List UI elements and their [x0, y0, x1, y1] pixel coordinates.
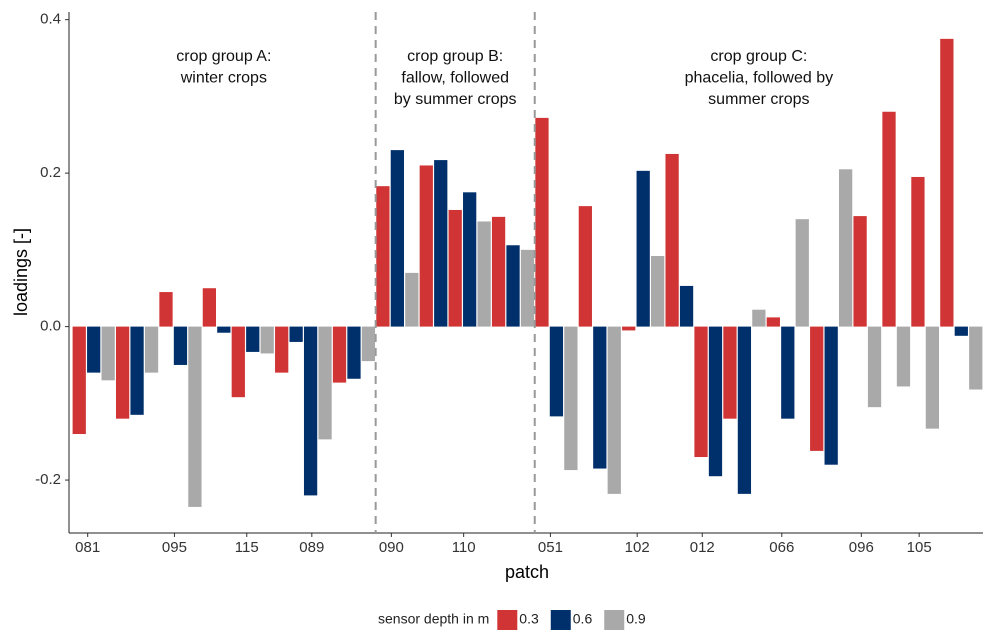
- bar: [752, 309, 766, 327]
- bar: [506, 245, 520, 327]
- bar: [622, 326, 636, 331]
- group-annotation: phacelia, followed by: [685, 70, 834, 87]
- x-tick-label: 051: [538, 539, 563, 556]
- bar: [260, 326, 274, 354]
- bar: [173, 326, 188, 365]
- bar: [535, 117, 549, 327]
- bar: [911, 176, 925, 327]
- x-axis-title: patch: [505, 562, 549, 582]
- legend: sensor depth in m 0.3 0.6 0.9: [378, 610, 646, 630]
- legend-label: 0.9: [626, 611, 646, 627]
- bar: [781, 326, 795, 419]
- bar: [810, 326, 824, 451]
- y-tick-label: -0.2: [35, 471, 61, 488]
- legend-swatch: [497, 610, 518, 630]
- group-annotation: crop group C:: [710, 48, 807, 65]
- bar: [824, 326, 838, 465]
- bar: [434, 160, 448, 327]
- bar: [159, 292, 173, 327]
- group-annotation: winter crops: [180, 70, 267, 87]
- y-tick-label: 0.0: [40, 318, 61, 335]
- bar: [231, 326, 245, 398]
- bar: [318, 326, 332, 440]
- bar: [651, 256, 665, 327]
- bar: [130, 326, 144, 415]
- x-tick-label: 095: [162, 539, 187, 556]
- bar: [115, 326, 130, 419]
- x-tick-label: 105: [907, 539, 932, 556]
- legend-label: 0.6: [573, 611, 593, 627]
- bar: [694, 326, 708, 458]
- bar: [520, 249, 535, 327]
- bar: [289, 326, 303, 342]
- group-annotation: fallow, followed: [401, 70, 509, 87]
- bars: [72, 38, 983, 507]
- x-tick-label: 066: [769, 539, 794, 556]
- legend-label: 0.3: [519, 611, 539, 627]
- x-tick-label: 096: [849, 539, 874, 556]
- bar: [766, 317, 780, 327]
- bar: [477, 221, 491, 327]
- bar: [795, 219, 809, 327]
- bar: [838, 169, 853, 327]
- bar: [275, 326, 289, 373]
- legend-swatch: [550, 610, 571, 630]
- bar: [853, 216, 867, 327]
- bar: [636, 170, 650, 327]
- bar: [723, 326, 737, 419]
- bar: [202, 288, 217, 327]
- legend-title: sensor depth in m: [378, 611, 489, 627]
- group-annotation: summer crops: [708, 91, 809, 108]
- bar: [419, 165, 433, 327]
- y-tick-label: 0.4: [40, 11, 61, 28]
- x-tick-label: 115: [235, 539, 259, 556]
- x-tick-label: 081: [75, 539, 100, 556]
- bar: [246, 326, 260, 352]
- x-tick-label: 102: [625, 539, 650, 556]
- bar: [217, 326, 231, 333]
- group-annotation: crop group B:: [407, 48, 503, 65]
- bar: [87, 326, 101, 373]
- bar: [144, 326, 159, 373]
- bar: [607, 326, 621, 494]
- bar: [665, 153, 679, 327]
- bar: [896, 326, 911, 387]
- x-tick-label: 089: [299, 539, 324, 556]
- bar: [491, 216, 506, 327]
- bar: [679, 285, 694, 327]
- bar: [737, 326, 752, 494]
- bar: [969, 326, 983, 390]
- bar: [101, 326, 115, 381]
- bar: [448, 209, 462, 327]
- bar: [390, 150, 404, 327]
- bar: [925, 326, 940, 429]
- legend-swatch: [604, 610, 625, 630]
- bar: [564, 326, 578, 471]
- bar: [405, 272, 419, 327]
- bar: [578, 206, 592, 327]
- bar: [332, 326, 347, 383]
- bar: [708, 326, 723, 477]
- bar: [867, 326, 882, 408]
- bar: [188, 326, 202, 507]
- x-tick-label: 110: [452, 539, 476, 556]
- bar: [376, 186, 390, 327]
- group-annotation: by summer crops: [394, 91, 517, 108]
- y-tick-label: 0.2: [40, 164, 61, 181]
- bar: [347, 326, 361, 379]
- y-axis-title: loadings [-]: [11, 228, 31, 316]
- bar: [549, 326, 564, 417]
- bar: [463, 192, 477, 327]
- bar: [72, 326, 86, 435]
- bar: [361, 326, 376, 362]
- bar: [593, 326, 607, 469]
- bar: [882, 111, 896, 327]
- group-annotation: crop group A:: [176, 48, 271, 65]
- x-tick-label: 090: [379, 539, 404, 556]
- x-tick-label: 012: [690, 539, 715, 556]
- bar: [303, 326, 318, 496]
- bar: [954, 326, 968, 336]
- bar: [940, 38, 954, 327]
